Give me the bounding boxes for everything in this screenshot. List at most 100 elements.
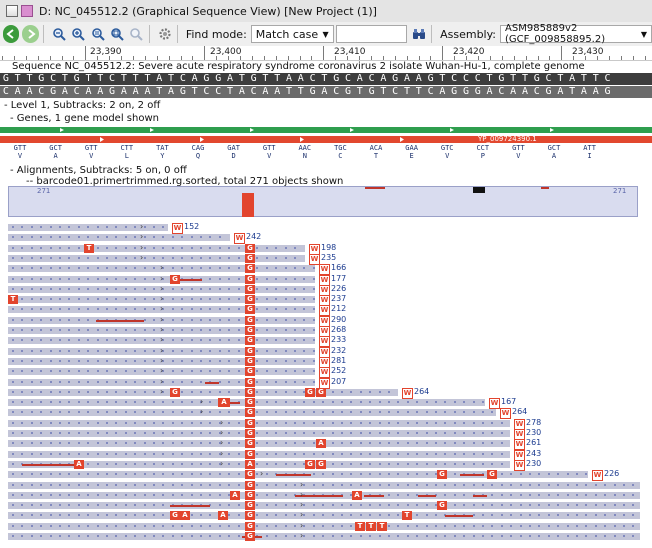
match-dot	[30, 359, 33, 362]
match-dot	[106, 483, 108, 486]
match-dot	[472, 514, 475, 517]
zoom-fit-icon[interactable]	[109, 25, 125, 43]
find-mode-select[interactable]: Match case ▼	[250, 25, 334, 43]
match-dot	[49, 287, 52, 290]
match-dot	[115, 287, 118, 290]
level-track-header[interactable]: - Level 1, Subtracks: 2 on, 2 off	[4, 100, 161, 111]
alignment-read[interactable]: › G	[8, 377, 315, 387]
match-dot	[124, 287, 127, 290]
nucleotide: T	[356, 86, 363, 97]
binoculars-icon[interactable]	[411, 25, 427, 43]
alignment-read[interactable]: › G A A	[8, 490, 640, 500]
alignment-read[interactable]: ›	[8, 233, 230, 242]
nucleotide: A	[227, 73, 234, 84]
cds-feature-bar[interactable]: YP_009724390.1	[0, 135, 652, 143]
alignment-read[interactable]: › G	[8, 253, 305, 263]
match-dot	[59, 380, 61, 383]
zoom-in-icon[interactable]	[70, 25, 86, 43]
nucleotide: T	[297, 86, 304, 97]
match-dot	[491, 411, 494, 414]
match-dot	[171, 473, 174, 476]
match-dot	[40, 483, 43, 486]
alignment-read[interactable]: › G	[8, 532, 640, 541]
ruler-label: 23,420	[453, 47, 485, 57]
coverage-max-label-right: 271	[613, 187, 627, 195]
alignments-track-header[interactable]: - Alignments, Subtracks: 5 on, 0 off	[10, 165, 187, 176]
alignment-read[interactable]: › G T	[8, 295, 315, 305]
alignment-read[interactable]: › G	[8, 305, 315, 315]
match-dot	[115, 329, 118, 331]
zoom-out-icon[interactable]	[51, 25, 67, 43]
alignment-read[interactable]: › G	[8, 480, 640, 490]
alignment-read[interactable]: › G	[8, 336, 315, 346]
read-direction-icon: ›	[220, 417, 224, 427]
search-input[interactable]	[335, 25, 407, 43]
gene-feature-bar[interactable]	[0, 127, 652, 133]
assembly-select[interactable]: ASM985889v2 (GCF_009858895.2) ▼	[500, 23, 652, 45]
sample-track-header[interactable]: -- barcode01.primertrimmed.rg.sorted, to…	[26, 176, 344, 187]
alignment-read[interactable]: › G	[8, 346, 315, 356]
alignment-read[interactable]: › G G G G	[8, 387, 398, 397]
match-dot	[190, 421, 193, 424]
alignment-read[interactable]: › G	[8, 284, 315, 294]
match-dot	[613, 483, 616, 486]
nucleotide: C	[474, 73, 481, 84]
alignment-read[interactable]: › G	[8, 326, 315, 335]
alignment-read[interactable]: › G A	[8, 398, 485, 408]
alignment-read[interactable]: ›	[8, 223, 168, 231]
ruler-tick	[632, 56, 634, 60]
codon-triplet: GTC	[440, 144, 454, 152]
codon-triplet: ACA	[369, 144, 383, 152]
match-dot	[218, 318, 221, 321]
coverage-graph[interactable]: 271 271	[8, 186, 638, 217]
zoom-disabled-icon[interactable]	[128, 25, 144, 43]
match-dot	[284, 318, 287, 321]
alignment-read[interactable]: › G	[8, 356, 315, 366]
alignment-reads[interactable]: › W 152 › W 242 › G T W 198 › G W 235 › G W 166 › G G W 177 › G W 2…	[0, 220, 652, 548]
ruler-tick	[240, 56, 241, 60]
match-dot	[143, 226, 146, 228]
ruler-tick	[513, 56, 515, 60]
alignment-read[interactable]: › G	[8, 417, 510, 428]
match-dot	[153, 493, 155, 496]
match-dot	[265, 370, 268, 373]
match-dot	[40, 514, 43, 517]
match-dot	[237, 524, 240, 527]
alignment-read[interactable]: › G	[8, 264, 315, 274]
match-dot	[463, 493, 466, 496]
match-dot	[59, 524, 61, 527]
position-ruler[interactable]: 23,390 23,400 23,410 23,420 23,430	[0, 46, 652, 61]
match-dot	[294, 504, 296, 507]
alignment-read[interactable]: › G	[8, 367, 315, 377]
alignment-read[interactable]: › G G	[8, 501, 640, 511]
alignment-read[interactable]: › G G G	[8, 470, 588, 480]
alignment-read[interactable]: › G	[8, 315, 315, 325]
alignment-read[interactable]: › G	[8, 449, 510, 459]
genes-track-header[interactable]: - Genes, 1 gene model shown	[10, 113, 159, 124]
forward-icon[interactable]	[22, 25, 39, 43]
zoom-sequence-icon[interactable]	[89, 25, 105, 43]
match-dot	[59, 493, 61, 496]
alignment-read[interactable]: › G G A A T	[8, 511, 640, 521]
alignment-read[interactable]: › G G	[8, 274, 315, 284]
match-dot	[331, 504, 334, 507]
match-dot	[388, 535, 390, 537]
match-dot	[275, 359, 278, 362]
match-dot	[115, 411, 118, 414]
match-dot	[134, 256, 137, 259]
match-dot	[30, 380, 33, 383]
back-icon[interactable]	[3, 25, 20, 43]
match-dot	[106, 308, 108, 311]
settings-gear-icon[interactable]	[157, 25, 173, 43]
match-dot	[218, 473, 221, 476]
alignment-read[interactable]: › G A	[8, 439, 510, 449]
alignment-read[interactable]: › G T	[8, 243, 305, 253]
alignment-read[interactable]: › G T T T	[8, 521, 640, 531]
match-dot	[341, 421, 343, 424]
alignment-read[interactable]: › G	[8, 429, 510, 438]
match-dot	[171, 267, 174, 270]
match-dot	[256, 421, 259, 424]
alignment-read[interactable]: › G	[8, 408, 496, 418]
alignment-read[interactable]: › A A G G	[8, 459, 510, 469]
match-dot	[190, 298, 193, 301]
